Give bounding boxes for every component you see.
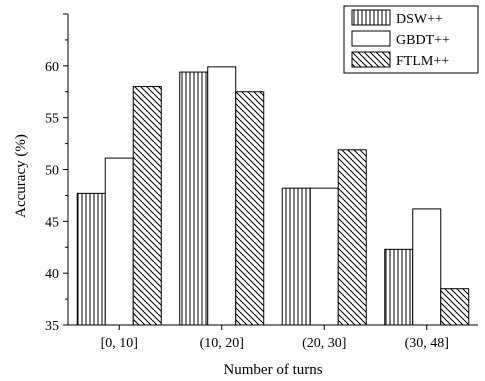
bar-gbdt-1 [207, 66, 237, 326]
x-tick-label-1: (10, 20] [200, 336, 244, 351]
x-tick-label-3: (30, 48] [405, 336, 449, 351]
bar-gbdt-0 [104, 157, 134, 326]
legend-swatch-1 [351, 30, 391, 47]
legend-swatch-0 [351, 9, 391, 26]
y-axis-title: Accuracy (%) [13, 134, 29, 218]
legend-label-1: GBDT++ [396, 33, 450, 48]
bar-dsw-2 [281, 187, 311, 326]
y-tick-label: 50 [45, 164, 59, 179]
plot-area: [0, 10] (10, 20] (20, 30] (30, 48] 35 40 45 50 5… [45, 5, 479, 351]
x-tick-label-2: (20, 30] [302, 336, 346, 351]
bar-gbdt-3 [412, 208, 442, 326]
bar-dsw-3 [384, 248, 414, 326]
legend-label-2: FTLM++ [396, 54, 449, 69]
y-tick-label: 35 [45, 319, 59, 334]
y-tick-label: 40 [45, 267, 59, 282]
bar-gbdt-2 [309, 187, 339, 326]
x-tick-label-0: [0, 10] [101, 336, 138, 351]
y-tick-label: 55 [45, 112, 59, 127]
bar-ftlm-0 [132, 86, 162, 326]
bar-ftlm-3 [440, 288, 470, 326]
y-tick-label: 60 [45, 60, 59, 75]
x-axis-title: Number of turns [223, 362, 322, 378]
legend-label-0: DSW++ [396, 12, 443, 27]
bar-dsw-0 [76, 192, 106, 326]
y-tick-label: 45 [45, 215, 59, 230]
bar-ftlm-2 [337, 149, 367, 326]
bar-dsw-1 [179, 71, 209, 326]
legend-swatch-2 [351, 51, 391, 68]
bar-ftlm-1 [235, 91, 265, 326]
